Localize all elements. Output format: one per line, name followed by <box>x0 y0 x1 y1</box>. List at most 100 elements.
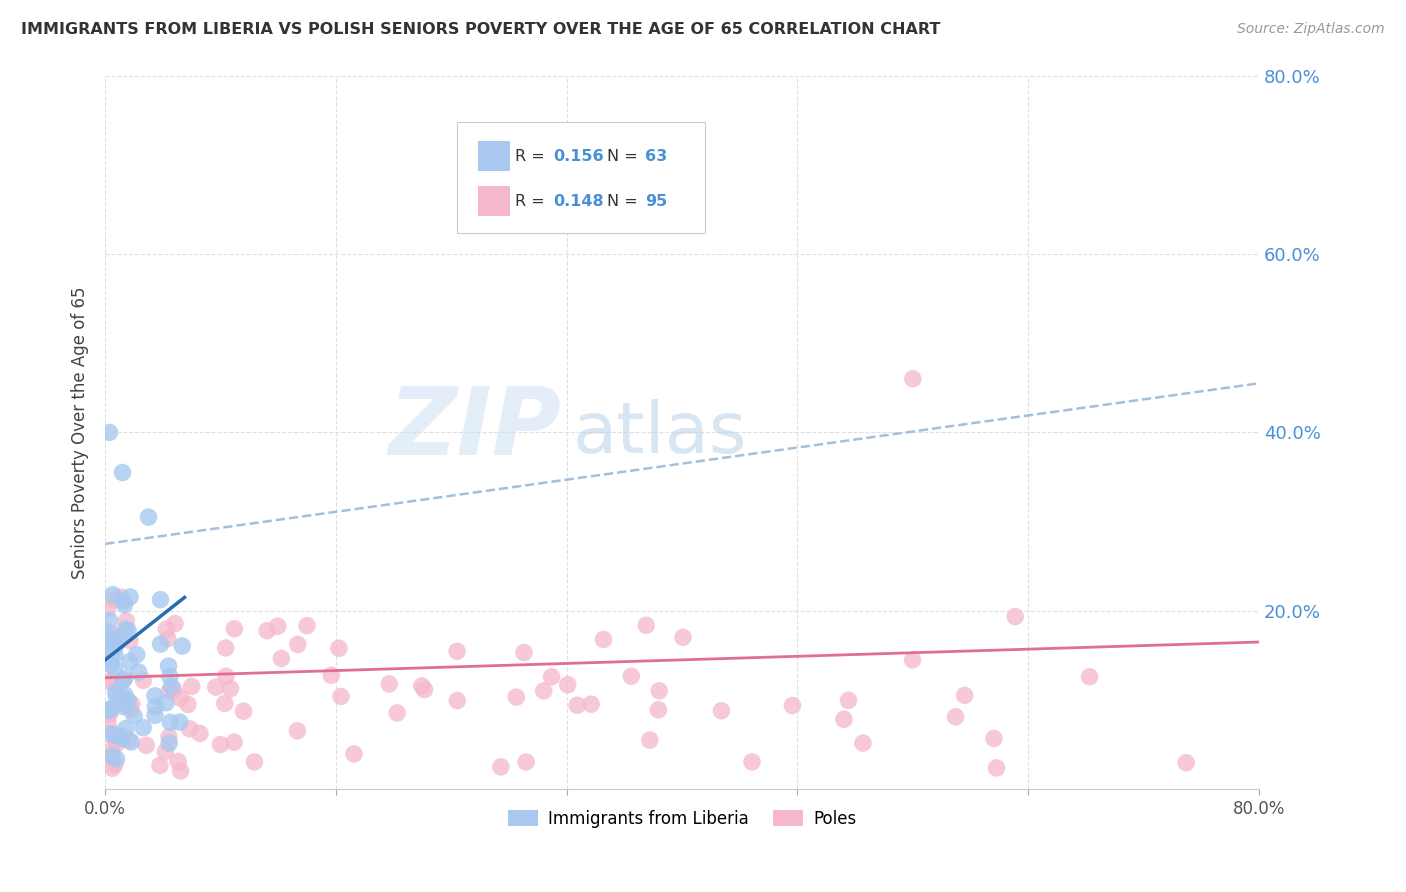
Poles <box>636 618 658 632</box>
Poles <box>155 745 177 759</box>
Poles <box>110 591 132 605</box>
Poles <box>98 706 121 721</box>
Immigrants from Liberia <box>114 598 136 612</box>
Poles <box>120 702 142 716</box>
Text: Source: ZipAtlas.com: Source: ZipAtlas.com <box>1237 22 1385 37</box>
Poles <box>214 697 236 711</box>
Y-axis label: Seniors Poverty Over the Age of 65: Seniors Poverty Over the Age of 65 <box>72 286 89 579</box>
Poles <box>1078 670 1101 684</box>
Immigrants from Liberia <box>172 639 194 653</box>
Poles <box>343 747 366 761</box>
Poles <box>169 764 191 778</box>
Immigrants from Liberia <box>101 701 124 715</box>
Poles <box>489 760 512 774</box>
Immigrants from Liberia <box>149 637 172 651</box>
Poles <box>287 723 309 738</box>
Poles <box>156 632 179 646</box>
Poles <box>295 618 318 632</box>
Poles <box>852 736 875 750</box>
Poles <box>515 755 537 769</box>
Text: IMMIGRANTS FROM LIBERIA VS POLISH SENIORS POVERTY OVER THE AGE OF 65 CORRELATION: IMMIGRANTS FROM LIBERIA VS POLISH SENIOR… <box>21 22 941 37</box>
Text: N =: N = <box>607 194 643 209</box>
Immigrants from Liberia <box>118 590 141 604</box>
Poles <box>413 682 436 697</box>
Poles <box>567 698 589 713</box>
Poles <box>638 733 661 747</box>
Immigrants from Liberia <box>114 622 136 636</box>
Poles <box>266 619 288 633</box>
Immigrants from Liberia <box>101 749 124 764</box>
Poles <box>385 706 408 720</box>
Poles <box>209 738 232 752</box>
Immigrants from Liberia <box>159 670 181 684</box>
Poles <box>205 680 228 694</box>
Poles <box>101 761 124 775</box>
Poles <box>287 637 309 651</box>
Immigrants from Liberia <box>143 689 166 703</box>
Immigrants from Liberia <box>98 703 121 717</box>
Text: 0.156: 0.156 <box>553 149 603 163</box>
Poles <box>163 683 186 698</box>
Poles <box>100 743 122 757</box>
Poles <box>118 733 141 747</box>
Poles <box>115 614 138 628</box>
Poles <box>177 698 200 712</box>
Immigrants from Liberia <box>110 729 132 743</box>
Immigrants from Liberia <box>100 649 122 664</box>
Immigrants from Liberia <box>120 735 142 749</box>
Immigrants from Liberia <box>115 698 138 712</box>
Poles <box>232 704 254 718</box>
Poles <box>270 651 292 665</box>
Poles <box>986 761 1008 775</box>
Immigrants from Liberia <box>122 709 145 723</box>
Poles <box>647 703 669 717</box>
Immigrants from Liberia <box>114 688 136 702</box>
Poles <box>97 602 120 616</box>
Poles <box>330 690 353 704</box>
Poles <box>953 689 976 703</box>
Poles <box>650 216 672 230</box>
Immigrants from Liberia <box>112 699 135 714</box>
Poles <box>179 722 201 736</box>
Poles <box>533 684 555 698</box>
Poles <box>97 674 120 689</box>
Immigrants from Liberia <box>96 631 118 645</box>
Poles <box>557 678 579 692</box>
Poles <box>540 670 562 684</box>
Immigrants from Liberia <box>132 721 155 735</box>
Immigrants from Liberia <box>96 703 118 717</box>
Immigrants from Liberia <box>103 661 125 675</box>
Poles <box>328 641 350 656</box>
Immigrants from Liberia <box>103 635 125 649</box>
Immigrants from Liberia <box>104 685 127 699</box>
Immigrants from Liberia <box>160 680 183 694</box>
Immigrants from Liberia <box>100 635 122 649</box>
Poles <box>155 622 177 636</box>
Poles <box>648 683 671 698</box>
Immigrants from Liberia <box>117 694 139 708</box>
Text: 63: 63 <box>645 149 668 163</box>
Poles <box>945 710 967 724</box>
Text: 95: 95 <box>645 194 668 209</box>
Poles <box>1175 756 1198 770</box>
Poles <box>901 372 924 386</box>
Immigrants from Liberia <box>110 630 132 644</box>
Immigrants from Liberia <box>114 722 136 736</box>
Poles <box>214 640 236 655</box>
Immigrants from Liberia <box>114 671 136 685</box>
Poles <box>741 755 763 769</box>
Poles <box>103 674 125 689</box>
Poles <box>101 748 124 763</box>
Immigrants from Liberia <box>105 690 128 704</box>
Poles <box>837 693 859 707</box>
Poles <box>710 704 733 718</box>
Poles <box>215 669 238 683</box>
Poles <box>256 624 278 638</box>
Poles <box>104 628 127 642</box>
Immigrants from Liberia <box>100 640 122 655</box>
Poles <box>901 653 924 667</box>
Immigrants from Liberia <box>117 624 139 638</box>
Text: R =: R = <box>515 149 550 163</box>
Immigrants from Liberia <box>111 731 134 746</box>
Poles <box>118 633 141 648</box>
